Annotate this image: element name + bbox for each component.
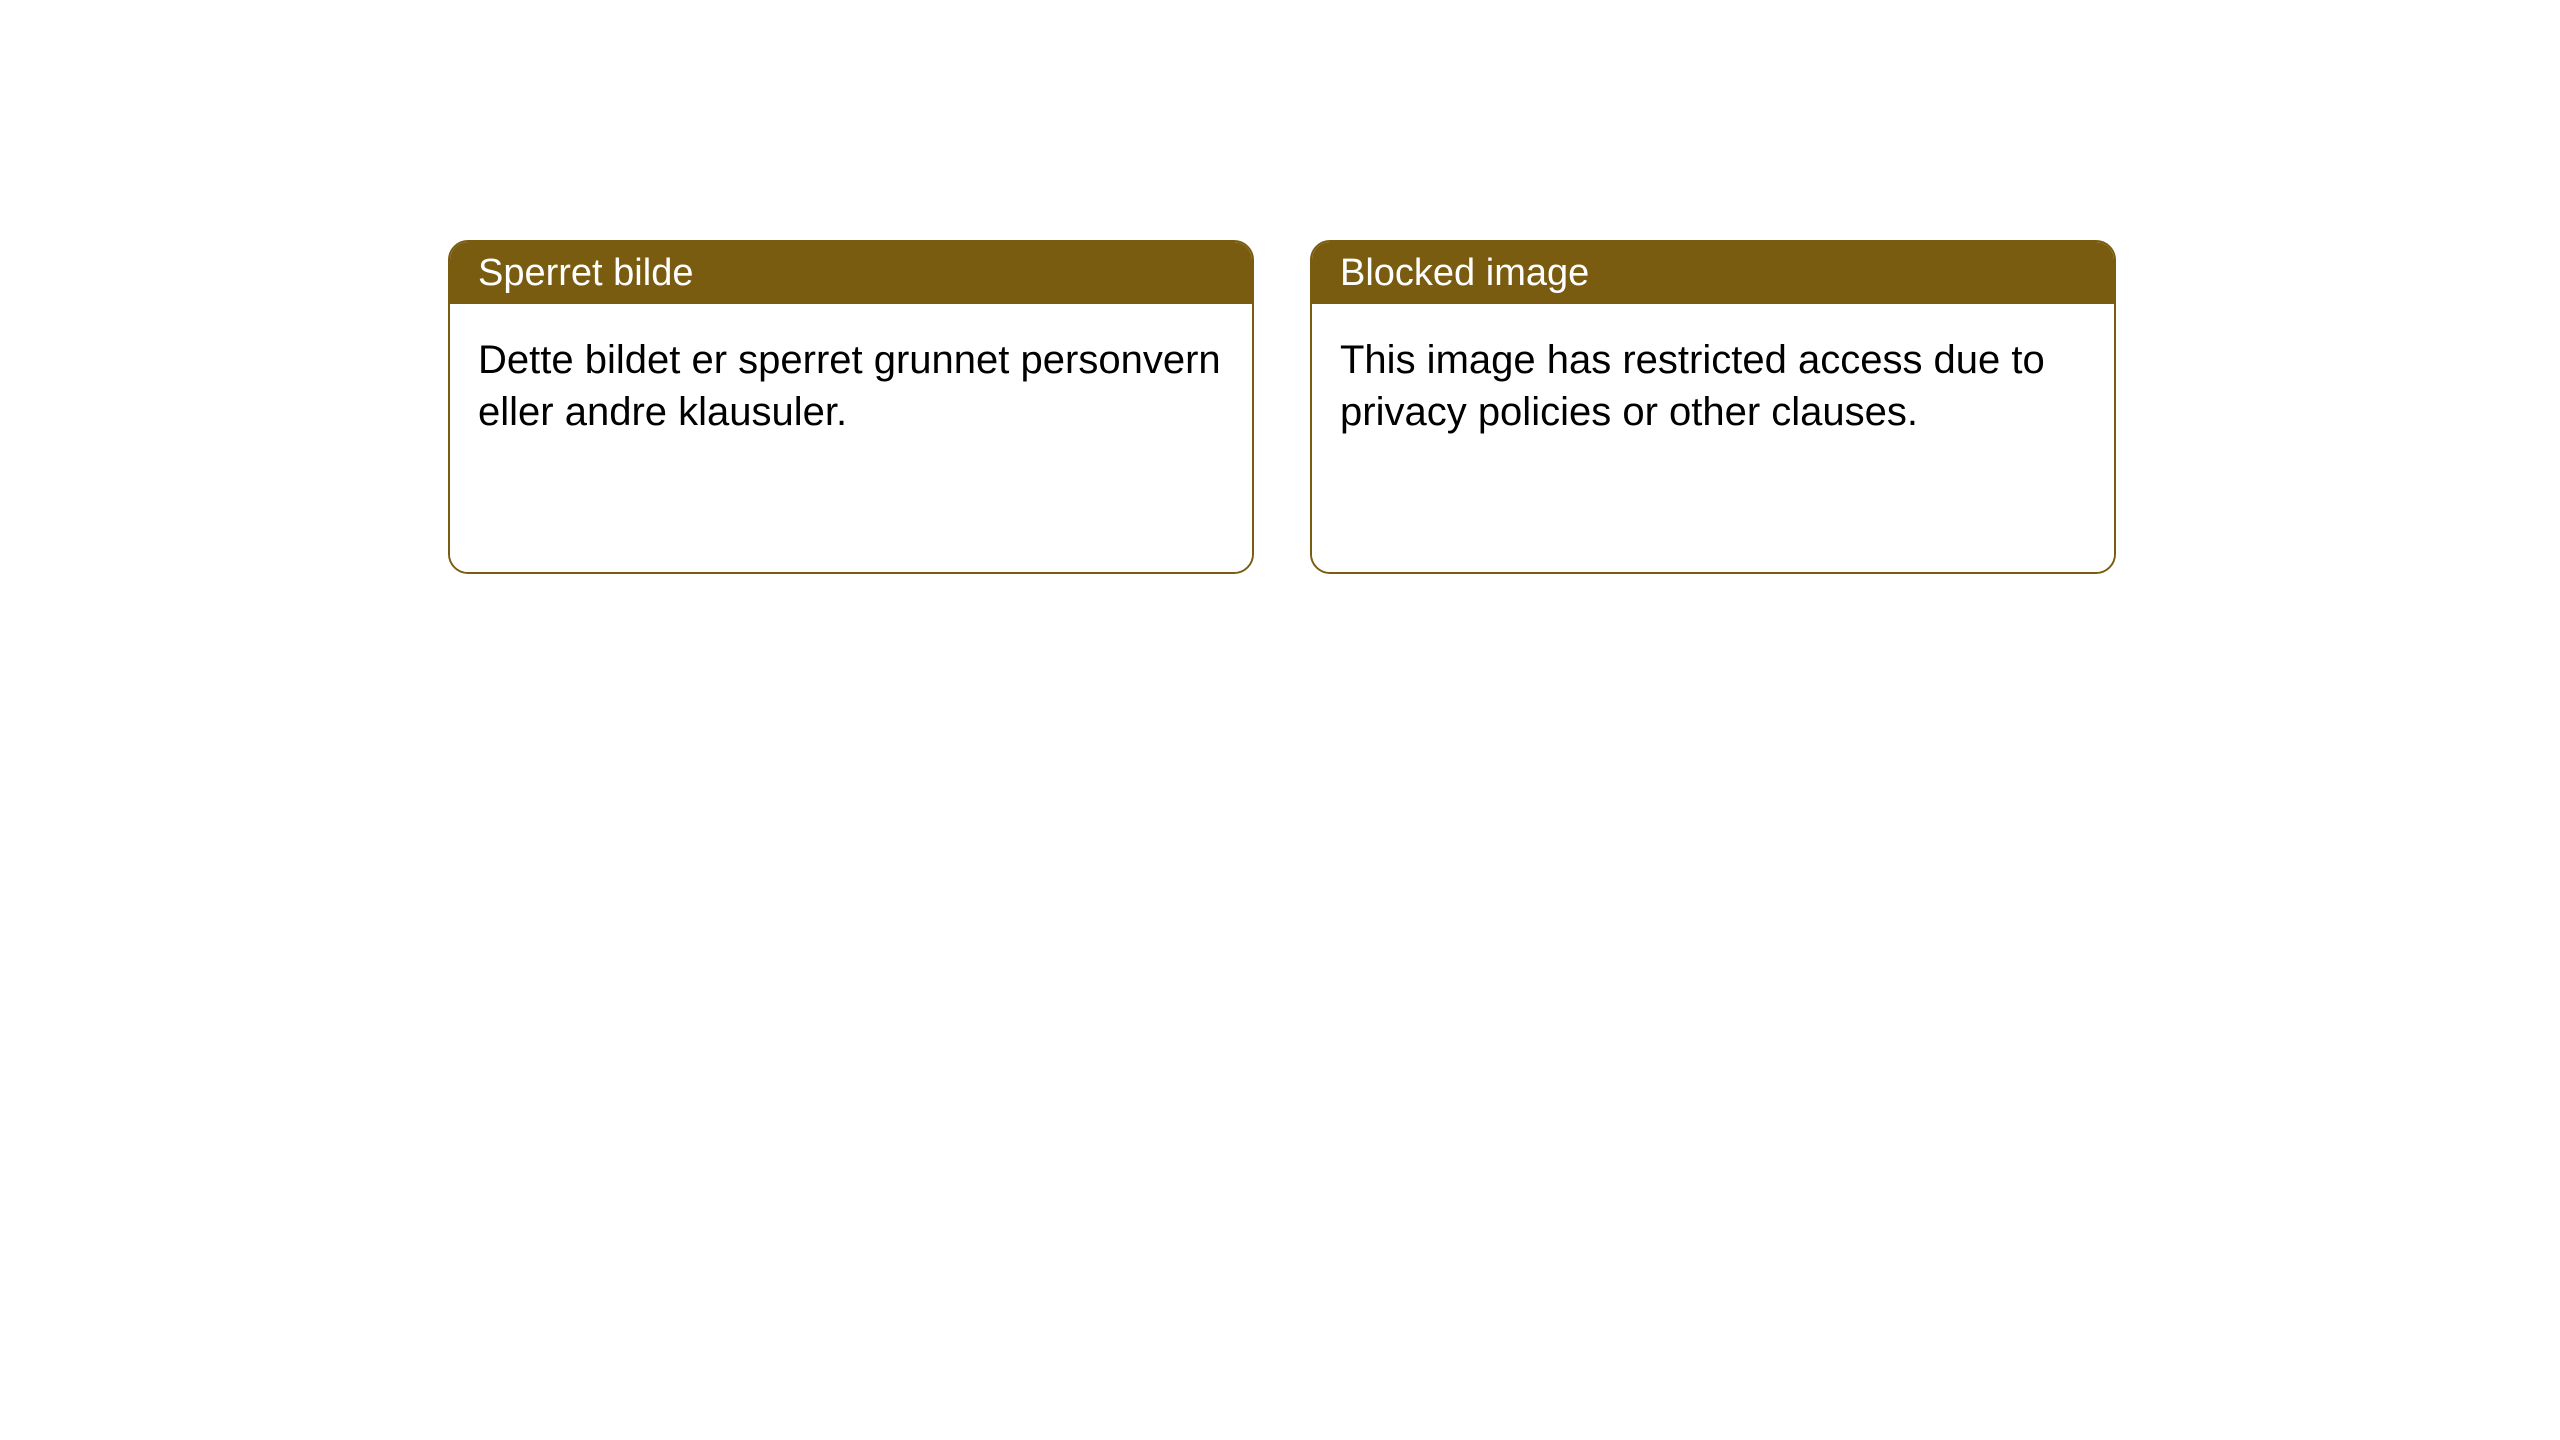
notice-body-english: This image has restricted access due to … [1312, 304, 2114, 572]
notice-card-english: Blocked image This image has restricted … [1310, 240, 2116, 574]
notice-body-norwegian: Dette bildet er sperret grunnet personve… [450, 304, 1252, 572]
notice-title-norwegian: Sperret bilde [450, 242, 1252, 304]
notice-card-norwegian: Sperret bilde Dette bildet er sperret gr… [448, 240, 1254, 574]
notice-container: Sperret bilde Dette bildet er sperret gr… [0, 0, 2560, 574]
notice-title-english: Blocked image [1312, 242, 2114, 304]
